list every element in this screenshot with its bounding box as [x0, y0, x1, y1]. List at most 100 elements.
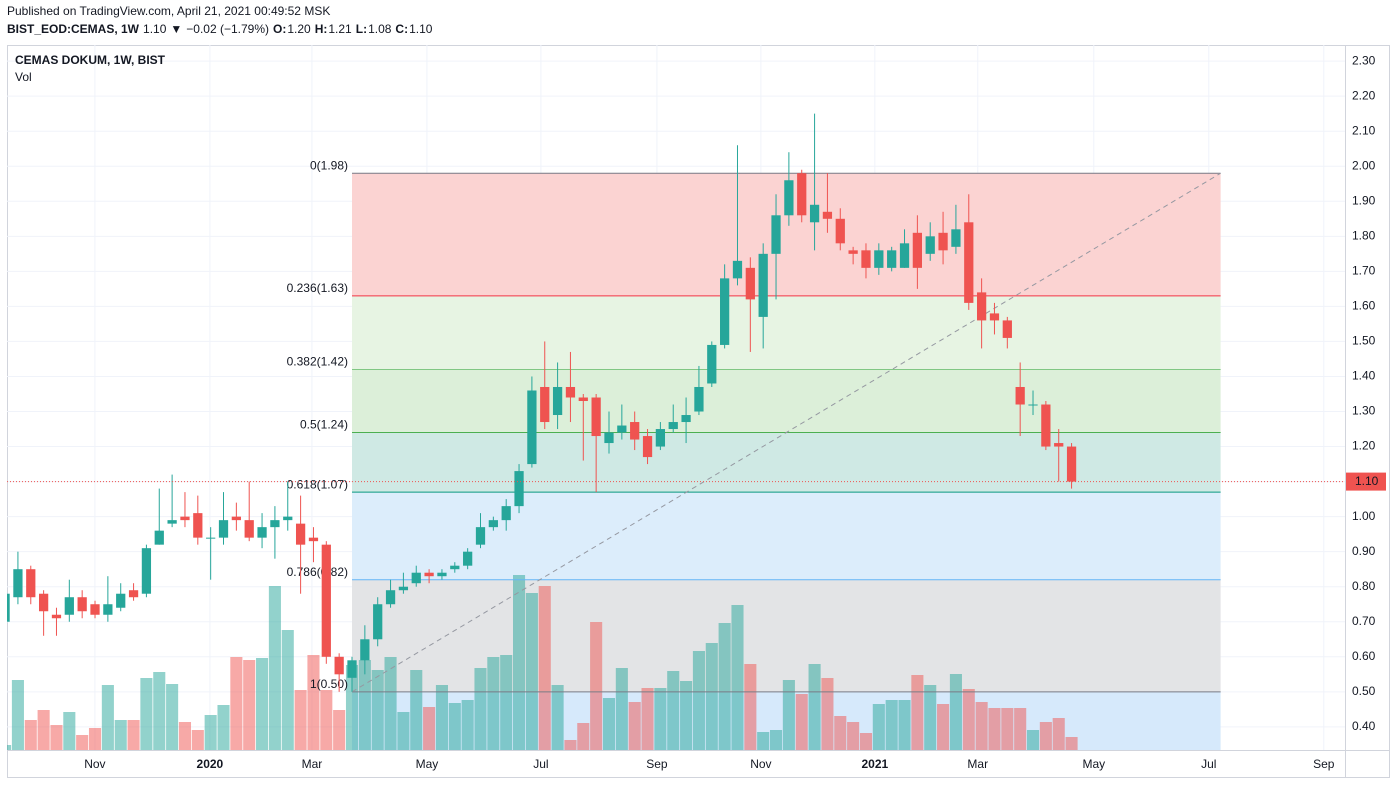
y-tick-label: 1.60: [1352, 299, 1376, 313]
y-tick-label: 1.00: [1352, 509, 1376, 523]
candle-body: [295, 523, 306, 545]
volume-bar: [551, 685, 564, 750]
candle-body: [7, 593, 10, 622]
candle-body: [103, 604, 113, 615]
fib-level-label: 0(1.98): [310, 158, 348, 172]
volume-bar: [345, 665, 359, 750]
volume-bar: [564, 740, 577, 750]
x-tick-label: May: [416, 757, 439, 771]
legend-part: 1.08: [368, 22, 392, 36]
candle-body: [681, 415, 691, 423]
volume-bar: [397, 712, 410, 750]
candle-body: [835, 218, 845, 244]
volume-bar: [654, 688, 667, 750]
fib-trend-line: [351, 172, 1221, 693]
y-tick-label: 2.30: [1352, 53, 1376, 67]
candle-body: [874, 250, 884, 268]
candle-body: [540, 386, 550, 423]
x-tick-label: Jul: [1201, 757, 1216, 771]
volume-bar: [153, 672, 166, 750]
volume-bar: [63, 712, 76, 750]
volume-bar: [37, 710, 50, 750]
candle-body: [784, 180, 794, 216]
candle-body: [617, 425, 627, 433]
fib-level-label: 0.618(1.07): [287, 477, 348, 491]
volume-bar: [949, 674, 962, 750]
volume-bar: [731, 605, 744, 750]
volume-bar: [371, 670, 384, 750]
y-tick-label: 2.20: [1352, 88, 1376, 102]
candle-body: [308, 537, 319, 542]
last-price-label: 1.10: [1355, 474, 1379, 488]
volume-bar: [538, 586, 551, 750]
legend-part: H:: [315, 22, 328, 36]
last-price-box: [1346, 472, 1386, 491]
candle-body: [1041, 404, 1051, 447]
volume-bar: [127, 720, 140, 750]
volume-bar: [590, 622, 603, 750]
candle-body: [578, 397, 588, 402]
volume-bar: [294, 690, 307, 750]
volume-bar: [924, 685, 937, 750]
candle-body: [51, 614, 62, 619]
candle-body: [899, 243, 910, 268]
volume-bar: [628, 702, 641, 750]
volume-bar: [88, 728, 102, 750]
candle-body: [809, 204, 820, 223]
x-tick-label: Sep: [1313, 757, 1335, 771]
volume-bar: [988, 708, 1001, 750]
x-tick-label: Mar: [967, 757, 988, 771]
volume-bar: [525, 593, 538, 750]
x-tick-label: 2021: [861, 757, 888, 771]
volume-label: Vol: [15, 70, 32, 84]
fib-level-label: 1(0.50): [310, 677, 348, 691]
candle-body: [527, 390, 537, 465]
candle-body: [642, 436, 653, 458]
volume-bar: [500, 655, 513, 750]
candle-body: [180, 516, 190, 521]
published-note: Published on TradingView.com, April 21, …: [7, 4, 330, 18]
candle-body: [912, 232, 923, 268]
y-tick-label: 1.50: [1352, 334, 1376, 348]
volume-bar: [1065, 737, 1078, 750]
candle-body: [257, 527, 267, 538]
volume-bar: [744, 664, 757, 750]
volume-bar: [705, 643, 718, 750]
candle-body: [591, 397, 601, 437]
candle-body: [373, 604, 383, 640]
candle-body: [141, 548, 152, 594]
legend-part: O:: [273, 22, 286, 36]
candle-body: [552, 386, 563, 416]
volume-bar: [333, 710, 346, 750]
symbol-legend: BIST_EOD:CEMAS, 1W 1.10 ▼ −0.02 (−1.79%) O: 1…: [7, 22, 433, 36]
volume-bar: [1001, 708, 1014, 750]
candle-body: [270, 520, 280, 528]
y-tick-label: 2.10: [1352, 123, 1376, 137]
volume-bar: [602, 698, 616, 750]
volume-bar: [1052, 718, 1065, 750]
volume-bar: [204, 715, 217, 750]
candle-body: [720, 278, 730, 345]
volume-bar: [435, 685, 448, 750]
y-tick-label: 1.20: [1352, 439, 1376, 453]
x-tick-label: Sep: [646, 757, 668, 771]
candle-body: [206, 537, 216, 539]
fib-zone: [352, 369, 1221, 433]
volume-bar: [384, 657, 397, 750]
volume-bar: [101, 685, 114, 750]
volume-bar: [885, 700, 898, 750]
candle-body: [283, 516, 293, 521]
volume-bar: [191, 730, 204, 750]
volume-bar: [769, 730, 783, 750]
volume-bar: [975, 702, 988, 750]
x-tick-label: Mar: [302, 757, 323, 771]
candle-body: [745, 267, 755, 300]
legend-part: ▼: [170, 22, 182, 36]
volume-bar: [808, 664, 821, 750]
plot-clip: 0(1.98) 0.236(1.63) 0.382(1.42) 0.5(1.24) 0.…: [7, 45, 1345, 750]
volume-bar: [307, 655, 320, 750]
candle-body: [475, 527, 486, 545]
candle-body: [64, 597, 74, 615]
candle-body: [694, 386, 704, 412]
